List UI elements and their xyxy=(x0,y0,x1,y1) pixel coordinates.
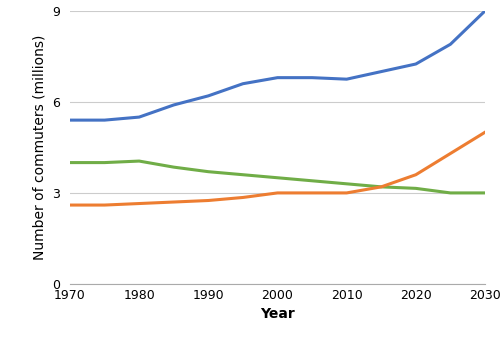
Train xyxy=(240,195,246,199)
Bus xyxy=(482,191,488,195)
Car xyxy=(482,9,488,13)
Train xyxy=(67,203,73,207)
Train xyxy=(102,203,107,207)
Car xyxy=(171,103,177,107)
Car xyxy=(102,118,107,122)
Bus xyxy=(136,159,142,163)
Train xyxy=(206,198,212,203)
X-axis label: Year: Year xyxy=(260,307,295,321)
Car xyxy=(378,70,384,74)
Car xyxy=(344,77,349,82)
Train xyxy=(171,200,177,204)
Car xyxy=(240,82,246,86)
Car xyxy=(136,115,142,119)
Car xyxy=(448,42,454,47)
Bus xyxy=(67,161,73,165)
Bus xyxy=(309,179,315,183)
Bus xyxy=(413,186,419,191)
Bus xyxy=(344,182,349,186)
Bus xyxy=(378,185,384,189)
Line: Bus: Bus xyxy=(70,161,485,193)
Train xyxy=(482,130,488,134)
Line: Car: Car xyxy=(70,11,485,120)
Car xyxy=(274,75,280,80)
Train xyxy=(136,201,142,206)
Line: Train: Train xyxy=(70,132,485,205)
Train xyxy=(274,191,280,195)
Train xyxy=(309,191,315,195)
Car xyxy=(309,75,315,80)
Car xyxy=(67,118,73,122)
Car xyxy=(206,94,212,98)
Bus xyxy=(448,191,454,195)
Train xyxy=(413,173,419,177)
Bus xyxy=(171,165,177,169)
Bus xyxy=(102,161,107,165)
Bus xyxy=(240,173,246,177)
Train xyxy=(378,185,384,189)
Bus xyxy=(274,175,280,180)
Y-axis label: Number of commuters (millions): Number of commuters (millions) xyxy=(32,35,46,260)
Train xyxy=(344,191,349,195)
Train xyxy=(448,151,454,156)
Car xyxy=(413,62,419,66)
Bus xyxy=(206,170,212,174)
